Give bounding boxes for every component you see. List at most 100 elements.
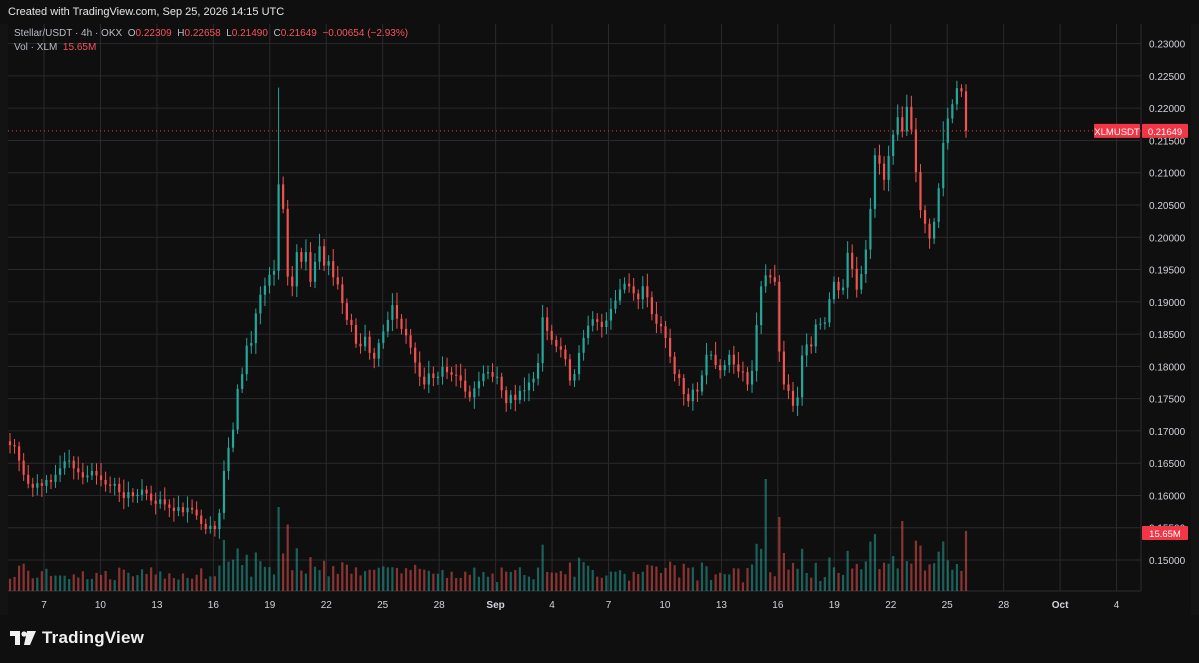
candle-body <box>163 499 166 505</box>
candle-body <box>650 297 653 315</box>
candle-body <box>614 300 617 309</box>
volume-bar <box>696 580 699 591</box>
volume-bar <box>131 576 135 591</box>
candle-body <box>805 344 808 356</box>
change-value: −0.00654 (−2.93%) <box>322 28 409 39</box>
candle-body <box>49 479 53 482</box>
volume-bar <box>760 548 763 591</box>
candlestick-chart[interactable]: 0.23000 0.22500 0.22000 0.21500 0.21000 0.205… <box>8 24 1191 615</box>
candle-body <box>737 364 740 372</box>
price-axis[interactable]: 0.23000 0.22500 0.22000 0.21500 0.21000 0.205… <box>1149 40 1186 567</box>
volume-bar <box>190 578 194 591</box>
candle-body <box>796 397 799 406</box>
time-tick-label: 4 <box>549 600 555 611</box>
candle-body <box>901 117 904 132</box>
volume-bar <box>291 570 294 591</box>
volume-bar <box>341 562 344 591</box>
volume-bar <box>209 576 212 591</box>
volume-bar <box>168 573 171 591</box>
candle-body <box>254 313 257 344</box>
price-badge <box>1142 123 1188 138</box>
candle-body <box>482 373 485 382</box>
candle-body <box>99 475 103 480</box>
volume-bar <box>363 571 367 591</box>
candle-body <box>769 275 772 278</box>
volume-bar <box>491 573 494 591</box>
candle-body <box>791 390 795 406</box>
candle-body <box>532 378 535 383</box>
candle-body <box>332 261 335 278</box>
candle-body <box>728 354 731 366</box>
candle-body <box>323 246 326 266</box>
volume-bar <box>628 580 631 591</box>
candle-body <box>905 106 908 132</box>
volume-bar <box>587 565 590 591</box>
candle-body <box>313 261 317 282</box>
volume-bar <box>550 572 553 591</box>
time-tick-label: 13 <box>716 600 728 611</box>
symbol-title: Stellar/USDT · 4h · OKX <box>14 28 123 39</box>
volume-bar <box>159 571 162 591</box>
volume-bar <box>18 565 21 591</box>
volume-bar <box>40 571 43 591</box>
volume-bar <box>955 564 958 591</box>
volume-bar <box>445 577 449 591</box>
volume-bar <box>482 571 485 591</box>
candle-body <box>359 343 362 347</box>
volume-bar <box>928 564 931 591</box>
time-tick-label: 28 <box>434 600 446 611</box>
volume-bar <box>72 574 75 591</box>
candle-body <box>933 221 936 239</box>
price-tick-label: 0.21000 <box>1149 169 1186 180</box>
volume-bar <box>181 573 185 591</box>
volume-bar <box>186 577 189 591</box>
symbol-badge <box>1094 123 1140 138</box>
chart-area[interactable]: 0.23000 0.22500 0.22000 0.21500 0.21000 0.205… <box>8 24 1191 615</box>
volume-bar <box>682 563 685 591</box>
volume-bar <box>263 566 267 591</box>
candle-body <box>127 492 130 499</box>
candle-body <box>910 106 913 130</box>
volume-bar <box>204 578 207 591</box>
candle-body <box>887 155 890 180</box>
volume-bar <box>122 569 125 591</box>
volume-bar <box>477 576 480 591</box>
candle-body <box>691 389 694 402</box>
tradingview-logo[interactable]: TradingView <box>10 628 144 648</box>
volume-bar <box>177 579 180 591</box>
volume-bar <box>277 507 280 591</box>
volume-bar <box>564 574 567 591</box>
volume-bar <box>272 574 276 591</box>
candle-body <box>641 286 644 300</box>
volume-bar <box>687 567 690 591</box>
candle-body <box>154 500 157 504</box>
candle-body <box>618 289 622 301</box>
price-candles <box>8 80 968 539</box>
candle-body <box>391 305 394 320</box>
candle-body <box>609 308 613 321</box>
volume-bar <box>600 577 603 591</box>
volume-bar <box>345 564 348 591</box>
volume-bar <box>259 561 262 591</box>
candle-body <box>118 483 121 493</box>
candle-body <box>942 143 945 189</box>
volume-bar <box>222 539 226 591</box>
volume-bar <box>200 568 203 591</box>
candle-body <box>400 318 403 329</box>
volume-bar <box>596 576 599 591</box>
volume-bar <box>231 559 235 591</box>
volume-bar <box>27 570 30 591</box>
volume-bar <box>700 562 704 591</box>
volume-bar <box>45 568 48 591</box>
candle-body <box>477 381 480 389</box>
candle-body <box>150 493 153 501</box>
volume-bar <box>377 567 380 591</box>
candle-body <box>801 355 804 398</box>
ohlc-legend: Stellar/USDT · 4h · OKX O0.22309 H0.2265… <box>14 28 408 39</box>
volume-badge-label: 15.65M <box>1149 529 1181 540</box>
candle-body <box>259 294 262 314</box>
candle-body <box>732 354 735 365</box>
volume-bar <box>659 573 663 591</box>
time-axis[interactable]: 7 10 13 16 19 22 25 28 Sep 4 7 10 13 16 19 22 25 28 Oct 4 <box>41 600 1120 611</box>
volume-bar <box>54 575 57 591</box>
